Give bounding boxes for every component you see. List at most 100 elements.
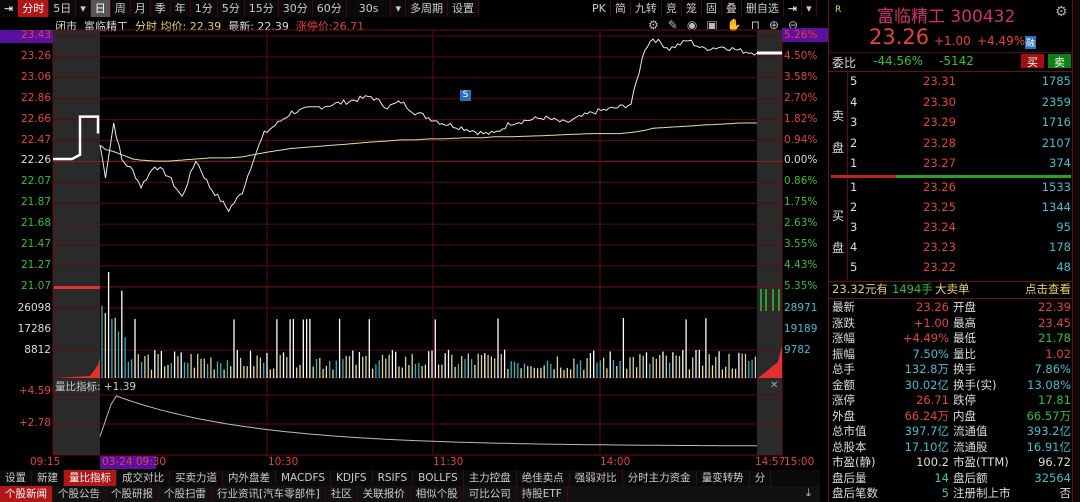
ask-row[interactable]: 1 23.27 374 bbox=[829, 156, 1073, 172]
price-change-pct: +4.49% bbox=[977, 34, 1026, 48]
pk-button[interactable]: PK bbox=[588, 0, 611, 17]
buy-button[interactable]: 买 bbox=[1021, 54, 1044, 69]
news-tab-1[interactable]: 个股公告 bbox=[53, 486, 106, 502]
indicator-title: 量比指标: +1.39 bbox=[55, 381, 137, 393]
tab-quarter[interactable]: 季 bbox=[151, 0, 171, 17]
indicator-tab-15[interactable]: 分 bbox=[750, 470, 772, 486]
order-price: 23.26 bbox=[923, 180, 956, 194]
pct-axis-label: 4.50% bbox=[784, 49, 818, 62]
bid-row[interactable]: 4 23.23 178 bbox=[829, 240, 1073, 256]
indicator-tab-2[interactable]: 量比指标 bbox=[64, 470, 117, 486]
stat-label: 总市值 bbox=[832, 424, 867, 438]
collapse-icon[interactable]: ⇥ bbox=[784, 0, 803, 17]
indicator-tab-4[interactable]: 买卖力道 bbox=[170, 470, 223, 486]
news-tab-0[interactable]: 个股新闻 bbox=[0, 486, 53, 502]
signal-marker-s[interactable]: S bbox=[460, 90, 471, 101]
tab-1min[interactable]: 1分 bbox=[191, 0, 218, 17]
pin-button[interactable]: 固 bbox=[702, 0, 722, 17]
tab-15min[interactable]: 15分 bbox=[245, 0, 279, 17]
indicator-tab-13[interactable]: 分时主力资金 bbox=[623, 470, 697, 486]
order-volume: 374 bbox=[1049, 156, 1071, 170]
ask-row[interactable]: 3 23.29 1716 bbox=[829, 115, 1073, 131]
menu-dropdown-icon[interactable]: ▾ bbox=[802, 0, 817, 17]
order-volume: 95 bbox=[1056, 220, 1071, 234]
tab-multi-period[interactable]: 多周期 bbox=[406, 0, 449, 17]
indicator-tab-10[interactable]: 主力控盘 bbox=[464, 470, 517, 486]
news-tab-2[interactable]: 个股研报 bbox=[106, 486, 159, 502]
zoom-in-icon[interactable]: ⊕ bbox=[768, 18, 789, 32]
settings-button[interactable]: 设置 bbox=[448, 0, 480, 17]
sell-button[interactable]: 卖 bbox=[1048, 54, 1071, 69]
indicator-tab-9[interactable]: BOLLFS bbox=[413, 470, 464, 486]
level: 2 bbox=[850, 200, 858, 214]
tab-60min[interactable]: 60分 bbox=[313, 0, 347, 17]
indicator-tab-8[interactable]: RSIFS bbox=[373, 470, 414, 486]
view-link[interactable]: 点击查看 bbox=[1025, 282, 1071, 296]
overlay-button[interactable]: 叠 bbox=[722, 0, 742, 17]
indicator-tab-11[interactable]: 绝佳卖点 bbox=[517, 470, 570, 486]
bid-row[interactable]: 3 23.24 95 bbox=[829, 220, 1073, 236]
tab-30s[interactable]: 30s bbox=[347, 0, 392, 17]
bid-row[interactable]: 1 23.26 1533 bbox=[829, 180, 1073, 196]
stat-label: 最低 bbox=[953, 331, 976, 345]
indicator-tab-14[interactable]: 量变转势 bbox=[697, 470, 750, 486]
stat-value: 13.08% bbox=[1027, 377, 1071, 392]
news-tab-5[interactable]: 社区 bbox=[326, 486, 358, 502]
bid-row[interactable]: 2 23.25 1344 bbox=[829, 200, 1073, 216]
indicator-tab-1[interactable]: 新建 bbox=[32, 470, 64, 486]
indicator-tab-12[interactable]: 强弱对比 bbox=[570, 470, 623, 486]
dropdown-icon[interactable]: ▾ bbox=[76, 0, 91, 17]
cage-button[interactable]: 笼 bbox=[682, 0, 702, 17]
back-icon[interactable]: ⇥ bbox=[0, 0, 19, 17]
news-tab-9[interactable]: 持股ETF bbox=[517, 486, 568, 502]
weicha-value: -5142 bbox=[939, 54, 974, 68]
time-axis-label: 11:30 bbox=[433, 456, 464, 468]
zoom-out-icon[interactable]: ⊖ bbox=[788, 18, 808, 32]
stat-label: 内盘 bbox=[953, 408, 976, 423]
tab-30min[interactable]: 30分 bbox=[279, 0, 313, 17]
auction-line bbox=[53, 115, 100, 161]
stat-label: 流通股 bbox=[953, 439, 988, 454]
gear-icon[interactable]: ⚙ bbox=[648, 18, 668, 32]
simple-button[interactable]: 简 bbox=[611, 0, 631, 17]
indicator-tab-0[interactable]: 设置 bbox=[0, 470, 32, 486]
pct-axis-label: 0.86% bbox=[784, 175, 818, 188]
news-tab-7[interactable]: 相似个股 bbox=[411, 486, 464, 502]
news-tab-8[interactable]: 可比公司 bbox=[464, 486, 517, 502]
download-icon[interactable]: ⤓ bbox=[806, 486, 811, 499]
tab-day[interactable]: 日 bbox=[90, 0, 111, 17]
news-tab-6[interactable]: 关联报价 bbox=[358, 486, 411, 502]
stat-value: 132.8万 bbox=[904, 362, 949, 376]
stat-value: 17.81 bbox=[1038, 393, 1071, 407]
tab-week[interactable]: 周 bbox=[111, 0, 131, 17]
remove-watchlist-button[interactable]: 删自选 bbox=[742, 0, 784, 17]
tab-intraday[interactable]: 分时 bbox=[18, 0, 50, 17]
eye-icon[interactable]: ◉ bbox=[686, 18, 707, 32]
hand-icon[interactable]: ✋ bbox=[726, 18, 751, 32]
tab-year[interactable]: 年 bbox=[171, 0, 191, 17]
pre-market-shade bbox=[53, 30, 100, 455]
close-indicator-icon[interactable]: ✕ bbox=[770, 380, 779, 391]
ask-row[interactable]: 2 23.28 2107 bbox=[829, 136, 1073, 152]
ask-row[interactable]: 4 23.30 2359 bbox=[829, 95, 1073, 111]
lock-icon[interactable]: ⊓ bbox=[750, 18, 769, 32]
ask-row[interactable]: 5 23.31 1785 bbox=[829, 74, 1073, 90]
tab-5day[interactable]: 5日 bbox=[49, 0, 77, 17]
tab-5min[interactable]: 5分 bbox=[218, 0, 245, 17]
indicator-tab-6[interactable]: MACDFS bbox=[276, 470, 331, 486]
indicator-tab-3[interactable]: 成交对比 bbox=[117, 470, 170, 486]
indicator-tab-7[interactable]: KDJFS bbox=[331, 470, 373, 486]
news-tab-4[interactable]: 行业资讯[汽车零部件] bbox=[212, 486, 326, 502]
dropdown-icon[interactable]: ▾ bbox=[391, 0, 407, 17]
trash-icon[interactable]: ▣ bbox=[706, 18, 727, 32]
intraday-chart[interactable] bbox=[0, 0, 828, 470]
big-order-row[interactable]: 23.32元有 1494手 大卖单 点击查看 bbox=[829, 282, 1073, 298]
pen-icon[interactable]: ✎ bbox=[667, 18, 687, 32]
indicator-tab-5[interactable]: 内外盘差 bbox=[223, 470, 276, 486]
tab-month[interactable]: 月 bbox=[131, 0, 151, 17]
bid-row[interactable]: 5 23.22 48 bbox=[829, 260, 1073, 276]
auction-button[interactable]: 竞 bbox=[662, 0, 682, 17]
news-tab-3[interactable]: 个股扫雷 bbox=[159, 486, 212, 502]
nine-turn-button[interactable]: 九转 bbox=[631, 0, 662, 17]
gear-icon[interactable]: ⚙ bbox=[1055, 4, 1068, 20]
